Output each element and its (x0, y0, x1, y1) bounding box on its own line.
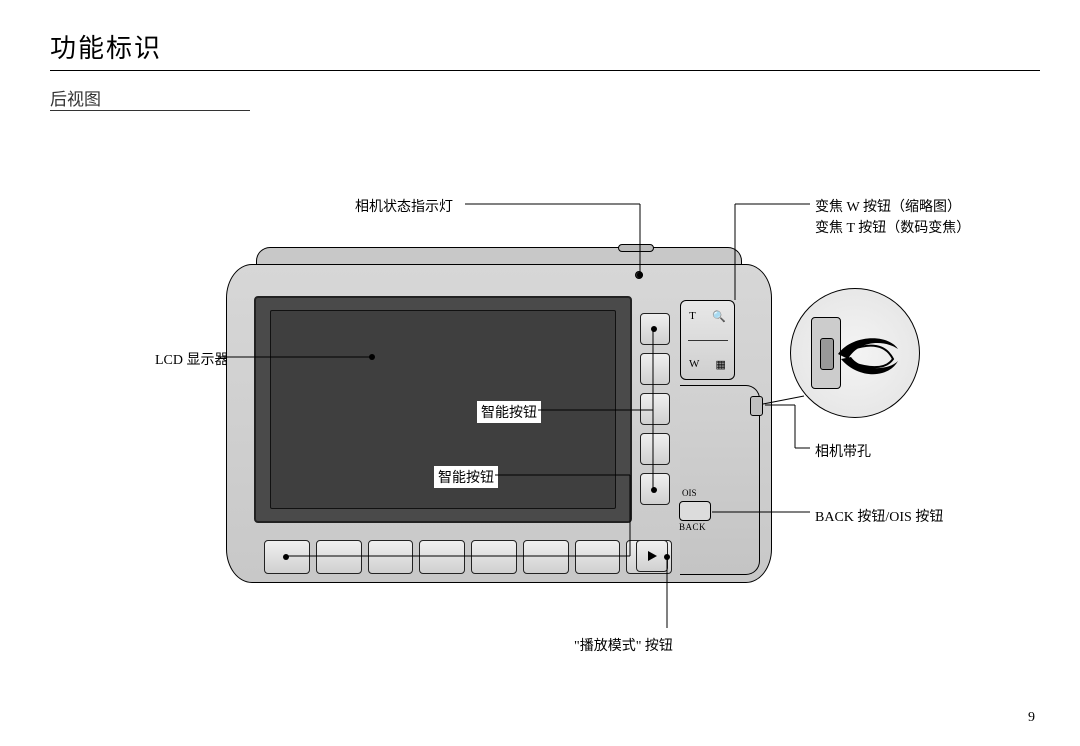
shutter-ridge (618, 244, 654, 252)
label-smart-bottom: 智能按钮 (434, 466, 498, 488)
ois-mark: OIS (682, 488, 697, 498)
label-zoom-t: 变焦 T 按钮（数码变焦） (815, 217, 970, 237)
label-smart-right: 智能按钮 (477, 401, 541, 423)
label-strap-eye: 相机带孔 (815, 441, 871, 461)
label-zoom-w: 变焦 W 按钮（缩略图） (815, 196, 961, 216)
smart-button-right-2 (640, 353, 670, 385)
smart-button-right-3 (640, 393, 670, 425)
bottom-smart-buttons (264, 540, 672, 574)
play-icon (645, 549, 659, 563)
dot-play (664, 554, 670, 560)
zoom-t-mark: T (689, 310, 696, 322)
smart-button-right-4 (640, 433, 670, 465)
back-button-icon (679, 501, 711, 521)
back-mark: BACK (679, 522, 706, 532)
strap-detail-inset (790, 288, 920, 418)
label-lcd: LCD 显示器 (155, 349, 229, 369)
strap-eyelet-icon (750, 396, 763, 416)
page-number: 9 (1028, 710, 1035, 726)
page-title: 功能标识 (50, 28, 162, 65)
dot-lcd (369, 354, 375, 360)
strap-loop-icon (833, 329, 903, 381)
zoom-rocker: T 🔍 W ▦ (680, 300, 735, 380)
smart-button-bottom-6 (523, 540, 569, 574)
thumbnail-icon: ▦ (716, 358, 726, 371)
magnify-icon: 🔍 (712, 310, 726, 323)
smart-button-bottom-5 (471, 540, 517, 574)
dot-right (651, 326, 657, 332)
smart-button-bottom-7 (575, 540, 621, 574)
dot-right-bottom (651, 487, 657, 493)
smart-button-bottom-2 (316, 540, 362, 574)
smart-button-bottom-4 (419, 540, 465, 574)
smart-button-bottom-3 (368, 540, 414, 574)
zoom-w-mark: W (689, 358, 699, 370)
label-back-ois: BACK 按钮/OIS 按钮 (815, 506, 943, 526)
label-status-led: 相机状态指示灯 (355, 196, 453, 216)
grip-area (680, 385, 760, 575)
dot-led (637, 272, 643, 278)
dot-bottom (283, 554, 289, 560)
subtitle-underline (50, 110, 250, 111)
title-underline (50, 70, 1040, 71)
label-play-mode: "播放模式" 按钮 (574, 635, 673, 655)
page-subtitle: 后视图 (50, 85, 101, 110)
zoom-divider (688, 340, 728, 341)
